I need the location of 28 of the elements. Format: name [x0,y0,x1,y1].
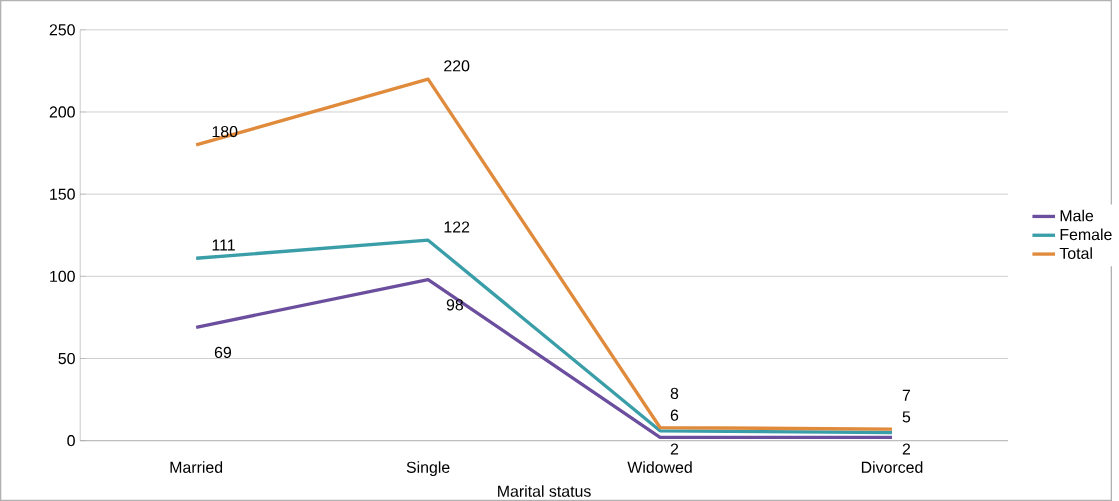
y-tick-label: 150 [50,188,75,200]
line-series [194,238,894,434]
y-tick-label: 200 [49,106,75,118]
y-tick-label: 50 [58,352,75,364]
data-label: 2 [670,443,679,455]
y-tick-label: 0 [67,434,75,447]
data-label: 220 [444,60,470,72]
data-label: 7 [902,389,911,401]
legend-label: Female [1060,228,1112,241]
x-tick-label: Married [170,461,223,473]
line-series [194,77,894,431]
data-label: 8 [670,387,679,399]
x-tick-label: Divorced [861,461,923,473]
x-axis-title: Marital status [498,485,591,497]
x-tick-label: Single [406,461,450,476]
y-tick-label: 100 [50,270,75,282]
x-tick-label: Widowed [627,461,692,473]
data-label: 180 [212,125,238,138]
data-label: 69 [214,346,232,358]
legend-label: Total [1059,247,1092,259]
data-label: 5 [902,411,911,423]
data-label: 122 [444,221,470,233]
data-label: 2 [902,443,911,455]
y-tick-label: 250 [49,24,75,36]
data-label: 6 [670,409,679,421]
legend-label: Male [1060,209,1094,222]
data-label: 98 [446,299,464,311]
data-label: 111 [212,239,235,251]
